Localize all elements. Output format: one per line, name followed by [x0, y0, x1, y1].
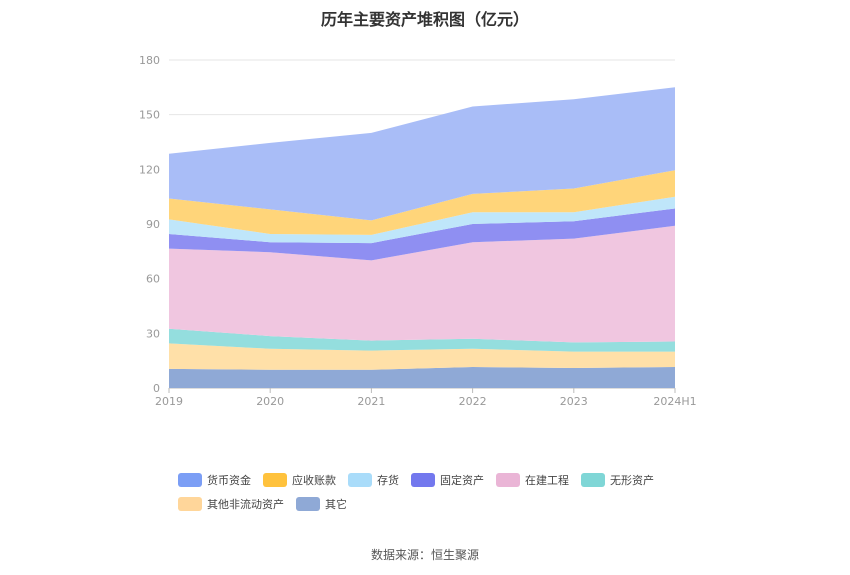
legend-label: 在建工程: [525, 474, 569, 487]
y-tick-label: 120: [139, 163, 160, 176]
area-2: [169, 328, 675, 352]
legend-swatch: [263, 473, 287, 487]
area-0: [169, 367, 675, 388]
legend-swatch: [496, 473, 520, 487]
legend-item[interactable]: 存货: [348, 472, 399, 488]
legend-label: 其他非流动资产: [207, 498, 284, 511]
legend-item[interactable]: 在建工程: [496, 472, 569, 488]
chart-title: 历年主要资产堆积图（亿元）: [320, 10, 529, 29]
legend-swatch: [178, 473, 202, 487]
area-series: [169, 87, 675, 388]
legend-swatch: [178, 497, 202, 511]
y-tick-label: 90: [146, 218, 160, 231]
legend-label: 固定资产: [440, 474, 484, 487]
y-tick-label: 150: [139, 109, 160, 122]
y-tick-label: 0: [153, 382, 160, 395]
x-tick-label: 2019: [155, 395, 183, 408]
legend-item[interactable]: 货币资金: [178, 472, 251, 488]
x-tick-label: 2021: [357, 395, 385, 408]
legend-swatch: [411, 473, 435, 487]
area-3: [169, 225, 675, 343]
legend-item[interactable]: 无形资产: [581, 472, 654, 488]
legend-swatch: [296, 497, 320, 511]
legend-label: 其它: [325, 498, 347, 511]
x-tick-label: 2022: [459, 395, 487, 408]
legend-label: 存货: [377, 474, 399, 487]
x-tick-label: 2023: [560, 395, 588, 408]
legend-label: 无形资产: [610, 474, 654, 487]
y-tick-label: 180: [139, 54, 160, 67]
legend-item[interactable]: 其他非流动资产: [178, 496, 284, 512]
area-5: [169, 196, 675, 244]
area-4: [169, 208, 675, 261]
area-1: [169, 343, 675, 370]
legend-label: 应收账款: [292, 474, 336, 487]
x-tick-label: 2024H1: [653, 395, 696, 408]
data-source-note: 数据来源：恒生聚源: [370, 548, 479, 562]
area-7: [169, 87, 675, 221]
y-tick-label: 30: [146, 327, 160, 340]
legend-swatch: [581, 473, 605, 487]
x-tick-label: 2020: [256, 395, 284, 408]
legend-label: 货币资金: [207, 474, 251, 487]
legend-item[interactable]: 固定资产: [411, 472, 484, 488]
axes: 0 30 60 90 120 150 180 2019 2020 2021 2022 2023 2024…: [139, 54, 697, 408]
legend-item[interactable]: 其它: [296, 496, 347, 512]
y-tick-label: 60: [146, 273, 160, 286]
stacked-area-chart: 0 30 60 90 120 150 180 2019 2020 2021 2022 2023 2024…: [139, 54, 697, 408]
legend-swatch: [348, 473, 372, 487]
area-6: [169, 170, 675, 235]
legend: 货币资金 应收账款 存货 固定资产 在建工程 无形资产其他非流动资产 其它: [178, 472, 698, 520]
legend-item[interactable]: 应收账款: [263, 472, 336, 488]
